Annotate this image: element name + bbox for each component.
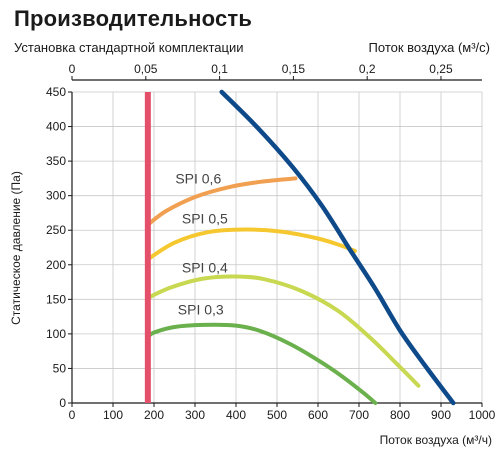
bottom-axis-label: Поток воздуха (м³/ч): [379, 433, 492, 447]
y-tick-label: 150: [46, 292, 66, 306]
x2-tick-label: 0,2: [359, 62, 376, 76]
spi-curve-2: [145, 274, 421, 388]
y-tick-label: 0: [59, 396, 66, 410]
x-tick-label: 100: [103, 408, 123, 422]
x2-tick-label: 0: [69, 62, 76, 76]
y-tick-label: 250: [46, 223, 66, 237]
x2-tick-label: 0,1: [211, 62, 228, 76]
series-label-3: SPI 0,3: [178, 302, 224, 318]
x-tick-label: 200: [144, 408, 164, 422]
y-tick-label: 400: [46, 120, 66, 134]
x-tick-label: 900: [431, 408, 451, 422]
x2-tick-label: 0,15: [282, 62, 306, 76]
y-tick-label: 100: [46, 327, 66, 341]
y-tick-label: 350: [46, 154, 66, 168]
x2-tick-label: 0,25: [429, 62, 453, 76]
spi-curve-1: [145, 227, 357, 262]
y-tick-label: 50: [53, 361, 67, 375]
fan-curve: [219, 89, 456, 406]
curves: [144, 89, 456, 406]
y-tick-label: 450: [46, 85, 66, 99]
y-axis-label: Статическое давление (Па): [9, 171, 23, 325]
series-label-1: SPI 0,5: [182, 210, 228, 226]
x-tick-label: 500: [267, 408, 287, 422]
spi-curve-0: [145, 176, 298, 227]
x-tick-label: 800: [390, 408, 410, 422]
x-tick-label: 0: [69, 408, 76, 422]
x-tick-label: 1000: [469, 408, 496, 422]
chart-subtitle: Установка стандартной комплектации: [14, 40, 244, 55]
axes: [68, 76, 483, 407]
x-tick-label: 600: [308, 408, 328, 422]
x-tick-label: 400: [226, 408, 246, 422]
y-tick-label: 200: [46, 258, 66, 272]
series-labels: SPI 0,6 SPI 0,5 SPI 0,4 SPI 0,3: [175, 170, 228, 317]
series-label-2: SPI 0,4: [182, 260, 228, 276]
x2-tick-label: 0,05: [134, 62, 158, 76]
x-tick-label: 700: [349, 408, 369, 422]
x-tick-label: 300: [185, 408, 205, 422]
y-tick-label: 300: [46, 189, 66, 203]
spi-curve-3: [145, 322, 378, 405]
top-axis-label: Поток воздуха (м³/с): [368, 40, 490, 55]
series-label-0: SPI 0,6: [175, 170, 221, 186]
chart-title: Производительность: [14, 6, 253, 31]
